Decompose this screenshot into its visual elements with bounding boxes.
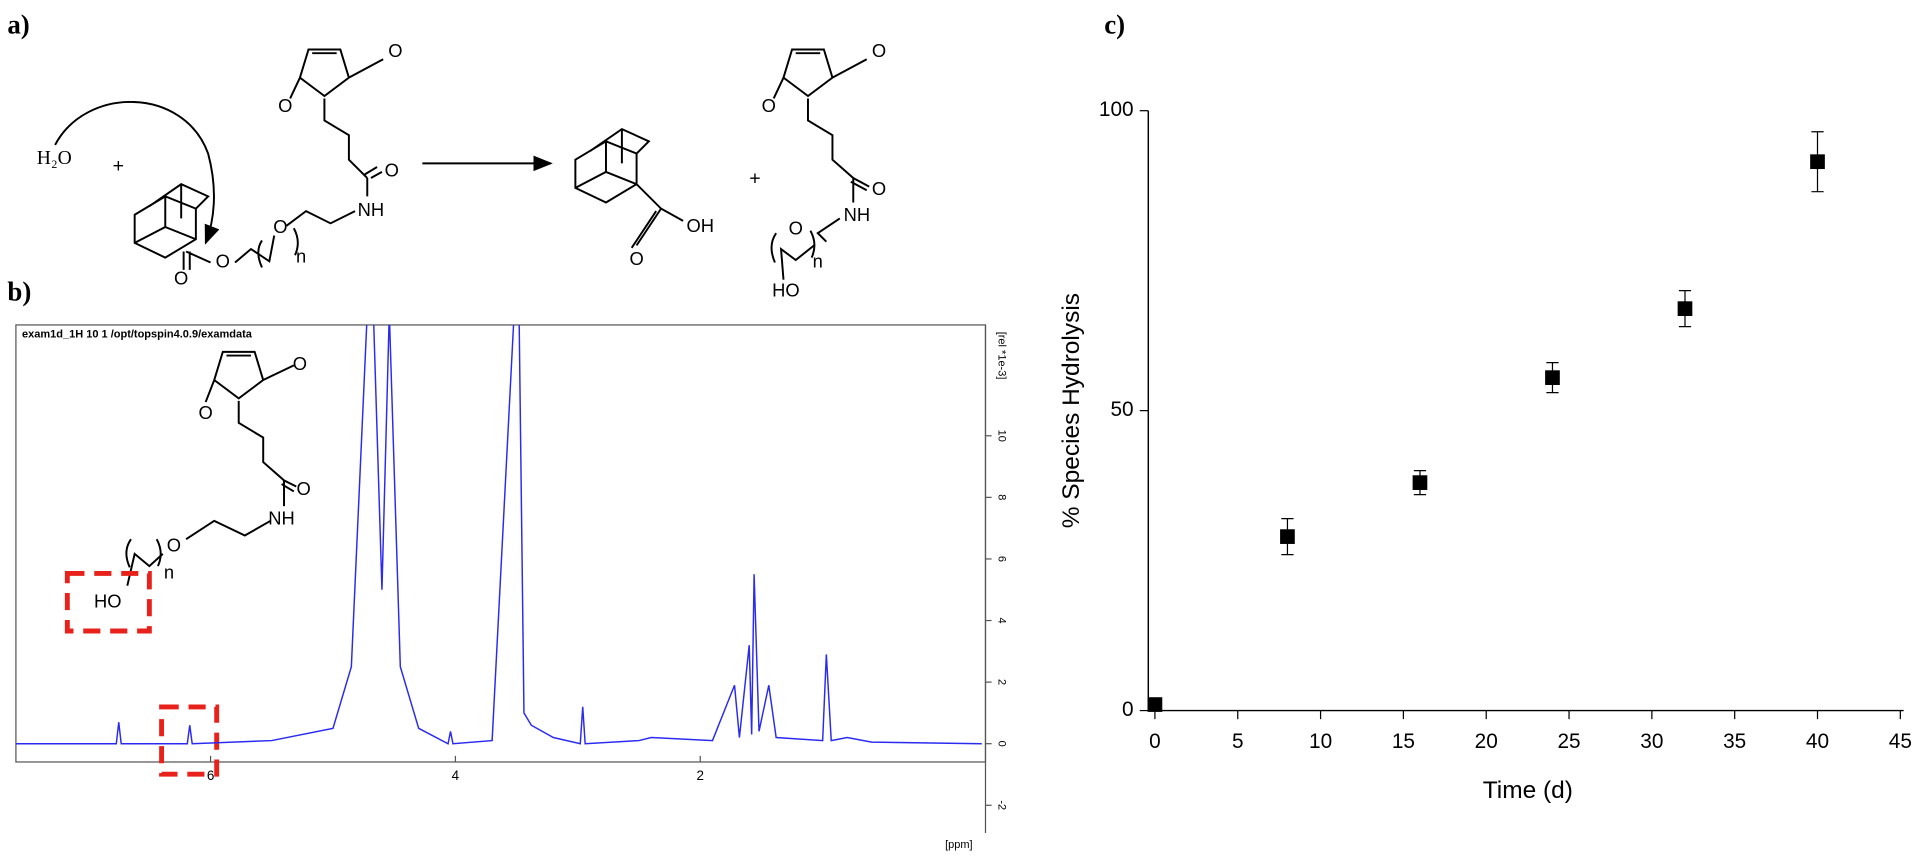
y-tick-label: -2 (995, 800, 1007, 810)
adamantane (574, 127, 684, 249)
inset-structure (126, 350, 297, 586)
plus: + (749, 167, 760, 189)
atom-label: O (872, 40, 886, 61)
x-tick-label: 10 (1309, 730, 1332, 753)
y-tick-label: 10 (995, 430, 1007, 442)
x-tick-label: 4 (452, 768, 460, 783)
y-tick-label: 100 (1099, 98, 1134, 121)
spectrum (15, 324, 982, 745)
bracket (770, 230, 816, 263)
x-tick-label: 25 (1557, 730, 1580, 753)
atom-label: HO (772, 280, 800, 301)
curved-arrow (54, 101, 220, 245)
atom-label: O (174, 267, 188, 288)
atom-label: O (388, 40, 402, 61)
atom-label: n (296, 245, 306, 266)
y-tick-label: 0 (995, 741, 1007, 747)
atom-label: NH (844, 204, 871, 225)
y-tick-label: 50 (1110, 398, 1133, 421)
spectrum-line (15, 324, 982, 745)
x-tick-label: 2 (697, 768, 704, 783)
atom-label: n (164, 561, 174, 582)
spectrum-header: exam1d_1H 10 1 /opt/topspin4.0.9/examdat… (22, 329, 253, 341)
x-tick-label: 6 (207, 768, 214, 783)
bracket (257, 227, 299, 268)
x-axis-label: [ppm] (945, 839, 973, 851)
x-axis-label: Time (d) (1483, 777, 1573, 804)
x-tick-label: 45 (1889, 730, 1912, 753)
panel-label: a) (7, 10, 29, 40)
y-axis-label: [rel *1e-3] (995, 332, 1007, 380)
data-point (1280, 529, 1295, 544)
atom-label: O (199, 402, 213, 423)
atom-label: n (813, 250, 823, 271)
x-tick-label: 0 (1149, 730, 1161, 753)
data-point (1412, 475, 1428, 490)
y-tick-label: 4 (995, 617, 1007, 623)
y-tick-label: 2 (995, 679, 1007, 685)
atom-label: OH (686, 215, 714, 236)
panel-label: c) (1104, 10, 1125, 40)
atom-label: O (167, 534, 181, 555)
x-tick-label: 5 (1232, 730, 1244, 753)
data-point (1677, 301, 1693, 317)
water: H₂O (37, 148, 72, 169)
ester-chain (182, 98, 383, 270)
atom-label: NH (358, 199, 385, 220)
adamantane (133, 183, 210, 259)
atom-label: NH (268, 507, 295, 528)
y-tick-label: 0 (1122, 698, 1134, 721)
x-tick-label: 30 (1640, 730, 1663, 753)
data-point (1810, 154, 1825, 170)
highlight-box (64, 571, 152, 634)
data-point (1545, 370, 1560, 385)
maleimide (772, 48, 870, 280)
atom-label: O (273, 216, 287, 237)
atom-label: O (385, 160, 399, 181)
atom-label: O (216, 250, 230, 271)
x-tick-label: 15 (1392, 730, 1415, 753)
y-tick-label: 6 (995, 556, 1007, 562)
atom-label: HO (94, 591, 122, 612)
maleimide (289, 48, 384, 99)
y-axis-label: % Species Hydrolysis (1058, 293, 1085, 528)
atom-label: O (872, 178, 886, 199)
atom-label: O (762, 95, 776, 116)
panel-label: b) (7, 277, 31, 307)
x-tick-label: 20 (1475, 730, 1498, 753)
atom-label: O (629, 248, 643, 269)
highlight-box (159, 704, 220, 777)
plus: + (113, 155, 124, 177)
x-tick-label: 35 (1723, 730, 1746, 753)
atom-label: O (789, 217, 803, 238)
y-tick-label: 8 (995, 494, 1007, 500)
bracket (125, 538, 162, 568)
atom-label: O (293, 353, 307, 374)
atom-label: O (296, 478, 310, 499)
atom-label: O (278, 95, 292, 116)
data-point (1147, 697, 1163, 712)
spectrum-frame (15, 324, 987, 763)
x-tick-label: 40 (1806, 730, 1829, 753)
